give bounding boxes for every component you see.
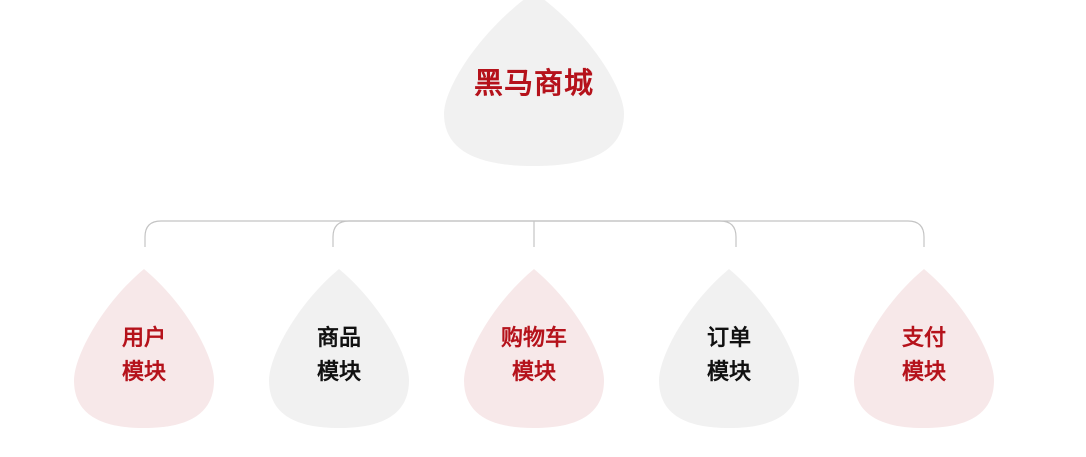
module-order-line1: 订单 bbox=[706, 324, 751, 351]
module-cart-shape bbox=[464, 269, 604, 428]
module-payment-label: 支付 模块 bbox=[902, 321, 946, 389]
module-user-line1: 用户 bbox=[121, 324, 166, 351]
root-node: 黑马商城 bbox=[444, 0, 624, 166]
module-order-line2: 模块 bbox=[706, 358, 751, 385]
module-order: 订单 模块 bbox=[659, 269, 799, 428]
module-cart-line1: 购物车 bbox=[500, 324, 567, 351]
module-order-label: 订单 模块 bbox=[707, 321, 751, 389]
root-title: 黑马商城 bbox=[473, 66, 594, 100]
root-node-shape bbox=[444, 0, 624, 166]
module-cart: 购物车 模块 bbox=[464, 269, 604, 428]
module-payment-shape bbox=[854, 269, 994, 428]
module-payment-line1: 支付 bbox=[901, 324, 946, 351]
module-payment: 支付 模块 bbox=[854, 269, 994, 428]
module-order-shape bbox=[659, 269, 799, 428]
module-user-line2: 模块 bbox=[121, 358, 166, 385]
module-product-line2: 模块 bbox=[316, 358, 361, 385]
module-product-shape bbox=[269, 269, 409, 428]
module-cart-line2: 模块 bbox=[511, 358, 556, 385]
module-payment-line2: 模块 bbox=[901, 358, 946, 385]
module-product-line1: 商品 bbox=[316, 324, 361, 351]
module-cart-label: 购物车 模块 bbox=[501, 321, 567, 389]
module-user-label: 用户 模块 bbox=[122, 321, 166, 389]
module-user-shape bbox=[74, 269, 214, 428]
module-user: 用户 模块 bbox=[74, 269, 214, 428]
module-product: 商品 模块 bbox=[269, 269, 409, 428]
module-product-label: 商品 模块 bbox=[317, 321, 361, 389]
